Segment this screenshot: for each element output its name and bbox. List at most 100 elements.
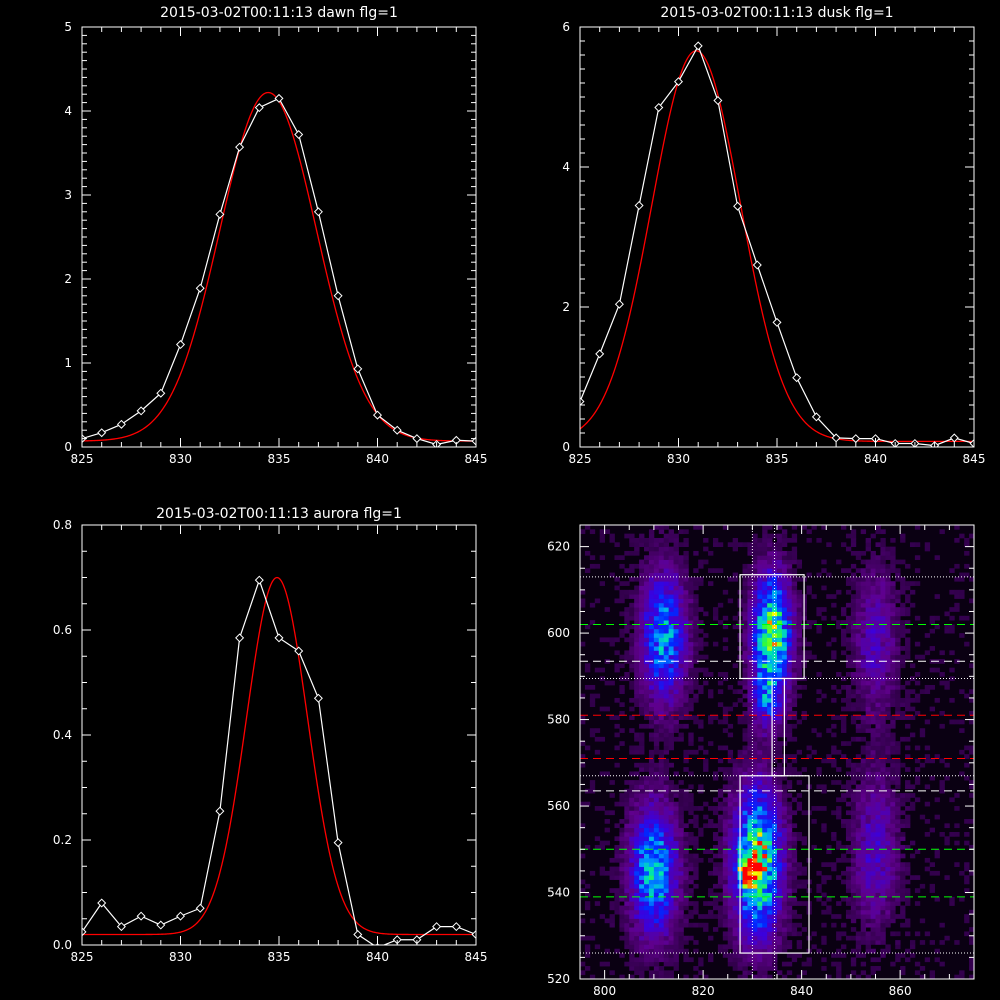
heatmap-cell [762, 525, 768, 530]
heatmap-cell [880, 576, 886, 582]
heatmap-cell [634, 801, 640, 807]
heatmap-cell [752, 728, 758, 733]
heatmap-cell [772, 844, 778, 850]
heatmap-cell [653, 715, 660, 720]
heatmap-cell [644, 563, 650, 569]
heatmap-cell [648, 974, 655, 979]
heatmap-cell [752, 857, 758, 863]
heatmap-cell [658, 831, 665, 837]
heatmap-cell [752, 741, 758, 746]
heatmap-cell [639, 961, 645, 967]
heatmap-cell [614, 844, 620, 850]
heatmap-cell [860, 568, 867, 573]
heatmap-cell [870, 784, 876, 790]
heatmap-cell [653, 706, 660, 712]
heatmap-cell [767, 598, 773, 604]
heatmap-cell [806, 529, 812, 535]
heatmap-cell [658, 905, 665, 911]
heatmap-cell [865, 935, 871, 941]
heatmap-cell [786, 589, 793, 595]
heatmap-cell [663, 953, 670, 958]
heatmap-cell [614, 875, 620, 880]
heatmap-cell [924, 758, 931, 764]
heatmap-cell [954, 537, 960, 543]
heatmap-cell [688, 602, 694, 608]
heatmap-cell [688, 624, 694, 630]
heatmap-cell [594, 836, 601, 842]
heatmap-cell [580, 961, 586, 967]
heatmap-cell [781, 563, 788, 569]
heatmap-cell [668, 594, 674, 599]
heatmap-cell [688, 732, 694, 738]
heatmap-cell [855, 568, 862, 573]
heatmap-cell [693, 633, 699, 638]
heatmap-cell [742, 914, 748, 919]
heatmap-cell [786, 931, 793, 937]
heatmap-cell [629, 922, 635, 928]
heatmap-cell [772, 883, 778, 889]
heatmap-cell [752, 849, 758, 855]
data-point [451, 922, 461, 932]
heatmap-cell [634, 650, 640, 656]
heatmap-cell [890, 892, 896, 898]
heatmap-cell [791, 957, 798, 963]
heatmap-cell [762, 672, 768, 677]
heatmap-cell [836, 948, 842, 954]
y-tick-label: 3 [64, 188, 72, 202]
heatmap-cell [880, 732, 886, 738]
heatmap-cell [762, 927, 768, 932]
heatmap-cell [850, 620, 857, 625]
heatmap-cell [747, 611, 753, 617]
heatmap-cell [658, 702, 665, 707]
heatmap-cell [880, 650, 886, 656]
heatmap-cell [599, 806, 606, 811]
heatmap-cell [658, 935, 665, 941]
heatmap-cell [688, 879, 694, 885]
heatmap-cell [885, 736, 891, 742]
heatmap-cell [693, 585, 699, 591]
heatmap-cell [969, 966, 974, 971]
heatmap-cell [752, 641, 758, 647]
heatmap-cell [639, 875, 645, 880]
heatmap-cell [693, 615, 699, 621]
heatmap-cell [831, 732, 837, 738]
heatmap-cell [845, 689, 852, 695]
heatmap-cell [791, 922, 798, 928]
heatmap-cell [762, 758, 768, 764]
heatmap-cell [693, 866, 699, 872]
heatmap-cell [781, 810, 788, 816]
heatmap-cell [895, 641, 901, 647]
heatmap-cell [880, 736, 886, 742]
heatmap-cell [801, 836, 807, 842]
heatmap-cell [865, 888, 871, 893]
heatmap-cell [609, 866, 615, 872]
heatmap-cell [658, 806, 665, 811]
heatmap-cell [909, 689, 916, 695]
heatmap-cell [727, 723, 734, 729]
heatmap-cell [772, 827, 778, 833]
heatmap-cell [698, 922, 704, 928]
heatmap-cell [663, 935, 670, 941]
heatmap-cell [777, 646, 783, 651]
heatmap-cell [658, 525, 665, 530]
heatmap-cell [875, 525, 881, 530]
heatmap-cell [786, 641, 793, 647]
heatmap-cell [781, 836, 788, 842]
heatmap-cell [860, 814, 867, 820]
heatmap-cell [781, 594, 788, 599]
heatmap-cell [757, 853, 763, 859]
heatmap-cell [624, 844, 630, 850]
heatmap-cell [717, 918, 724, 924]
heatmap-cell [865, 702, 871, 707]
heatmap-cell [757, 888, 763, 893]
heatmap-cell [644, 806, 650, 811]
heatmap-cell [944, 628, 950, 634]
heatmap-cell [865, 741, 871, 746]
heatmap-cell [841, 684, 847, 690]
heatmap-cell [589, 684, 596, 690]
heatmap-cell [845, 974, 852, 979]
heatmap-cell [865, 576, 871, 582]
heatmap-cell [752, 654, 758, 660]
heatmap-cell [653, 901, 660, 906]
heatmap-cell [890, 719, 896, 725]
